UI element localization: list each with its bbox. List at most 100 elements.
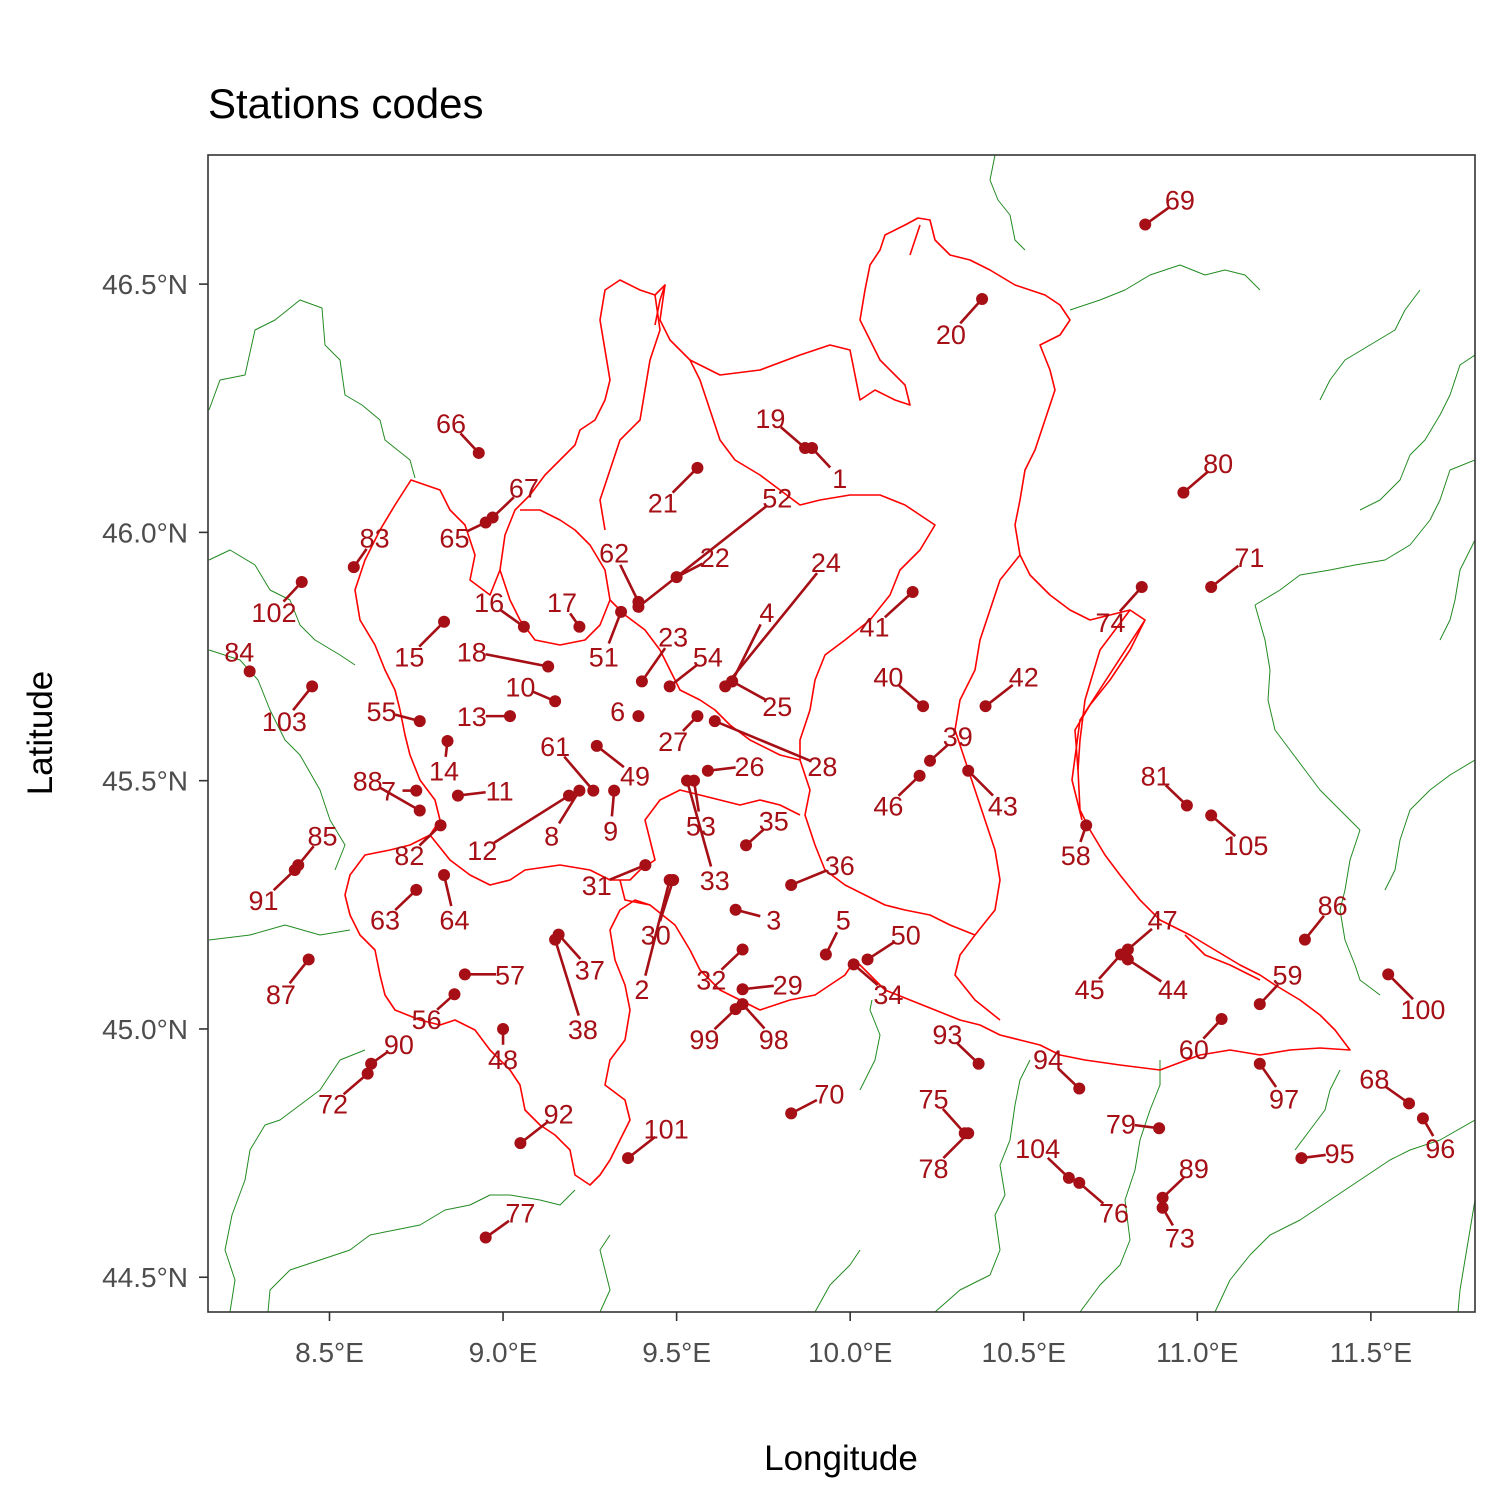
station-label-35: 35 xyxy=(759,806,789,836)
x-tick-label: 11.0°E xyxy=(1156,1337,1238,1368)
station-point-31 xyxy=(639,859,652,872)
station-label-80: 80 xyxy=(1203,449,1233,479)
station-label-73: 73 xyxy=(1165,1224,1195,1254)
leader-line-62 xyxy=(619,564,640,603)
leader-line-41 xyxy=(883,591,914,619)
station-point-62 xyxy=(632,595,645,608)
station-label-18: 18 xyxy=(457,638,487,668)
station-point-83 xyxy=(347,561,360,574)
station-point-81 xyxy=(1180,799,1193,812)
station-label-48: 48 xyxy=(488,1045,518,1075)
station-label-40: 40 xyxy=(873,662,903,692)
station-label-9: 9 xyxy=(603,816,618,846)
station-point-82 xyxy=(434,819,447,832)
station-point-69 xyxy=(1139,218,1152,231)
station-label-5: 5 xyxy=(836,906,851,936)
station-label-75: 75 xyxy=(918,1084,948,1114)
station-point-70 xyxy=(785,1107,798,1120)
station-label-33: 33 xyxy=(700,866,730,896)
station-point-27 xyxy=(691,710,704,723)
station-point-34 xyxy=(847,958,860,971)
station-point-72 xyxy=(361,1067,374,1080)
station-point-105 xyxy=(1205,809,1218,822)
y-tick-label: 45.0°N xyxy=(102,1014,188,1045)
station-label-16: 16 xyxy=(474,588,504,618)
station-label-26: 26 xyxy=(734,752,764,782)
leader-line-25 xyxy=(731,680,766,701)
station-label-61: 61 xyxy=(540,732,570,762)
station-point-11 xyxy=(451,789,464,802)
station-point-28 xyxy=(708,715,721,728)
station-label-68: 68 xyxy=(1359,1065,1389,1095)
station-label-90: 90 xyxy=(384,1030,414,1060)
station-point-99 xyxy=(729,1003,742,1016)
station-label-20: 20 xyxy=(936,320,966,350)
station-point-7 xyxy=(410,784,423,797)
station-label-76: 76 xyxy=(1099,1199,1129,1229)
station-point-12 xyxy=(563,789,576,802)
station-label-42: 42 xyxy=(1009,662,1039,692)
leader-line-28 xyxy=(714,719,810,762)
station-label-4: 4 xyxy=(759,598,774,628)
station-point-16 xyxy=(517,620,530,633)
station-label-94: 94 xyxy=(1033,1045,1063,1075)
station-label-100: 100 xyxy=(1400,995,1445,1025)
station-label-44: 44 xyxy=(1158,975,1188,1005)
station-point-100 xyxy=(1382,968,1395,981)
station-point-97 xyxy=(1253,1057,1266,1070)
panel-border xyxy=(207,154,1476,1313)
station-label-37: 37 xyxy=(575,955,605,985)
station-point-66 xyxy=(472,446,485,459)
station-label-10: 10 xyxy=(505,672,535,702)
station-label-105: 105 xyxy=(1223,831,1268,861)
station-label-3: 3 xyxy=(766,906,781,936)
leader-line-61 xyxy=(563,755,595,792)
station-point-58 xyxy=(1080,819,1093,832)
station-point-56 xyxy=(448,988,461,1001)
station-label-104: 104 xyxy=(1015,1134,1060,1164)
station-label-103: 103 xyxy=(262,707,307,737)
station-point-9 xyxy=(608,784,621,797)
station-point-93 xyxy=(972,1057,985,1070)
station-label-27: 27 xyxy=(658,727,688,757)
station-point-42 xyxy=(979,700,992,713)
leader-line-88 xyxy=(379,786,421,812)
station-label-85: 85 xyxy=(308,821,338,851)
station-point-20 xyxy=(976,293,989,306)
station-label-98: 98 xyxy=(759,1025,789,1055)
station-label-51: 51 xyxy=(589,643,619,673)
station-label-56: 56 xyxy=(412,1005,442,1035)
y-axis: 44.5°N 45.0°N 45.5°N 46.0°N 46.5°N xyxy=(102,269,208,1293)
station-label-67: 67 xyxy=(509,474,539,504)
station-label-31: 31 xyxy=(582,871,612,901)
station-point-36 xyxy=(785,878,798,891)
station-label-79: 79 xyxy=(1106,1109,1136,1139)
station-point-10 xyxy=(549,695,562,708)
station-point-102 xyxy=(295,576,308,589)
x-tick-label: 11.5°E xyxy=(1330,1337,1412,1368)
station-point-91 xyxy=(288,864,301,877)
leader-line-44 xyxy=(1127,958,1163,983)
station-point-92 xyxy=(514,1137,527,1150)
station-point-89 xyxy=(1156,1191,1169,1204)
station-label-30: 30 xyxy=(641,921,671,951)
station-point-51 xyxy=(615,605,628,618)
station-point-84 xyxy=(243,665,256,678)
station-label-77: 77 xyxy=(505,1199,535,1229)
province-boundaries xyxy=(208,155,1475,1312)
station-label-57: 57 xyxy=(495,960,525,990)
station-point-6 xyxy=(632,710,645,723)
station-point-17 xyxy=(573,620,586,633)
station-label-38: 38 xyxy=(568,1015,598,1045)
station-point-79 xyxy=(1153,1122,1166,1135)
station-label-19: 19 xyxy=(755,404,785,434)
station-label-53: 53 xyxy=(686,811,716,841)
station-point-78 xyxy=(962,1127,975,1140)
station-label-32: 32 xyxy=(696,965,726,995)
station-point-54 xyxy=(663,680,676,693)
station-label-89: 89 xyxy=(1179,1154,1209,1184)
station-point-74 xyxy=(1135,581,1148,594)
leader-line-24 xyxy=(724,572,819,688)
